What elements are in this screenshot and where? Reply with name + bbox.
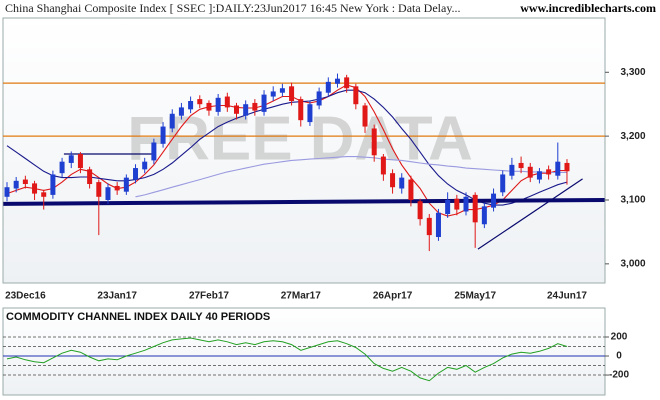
candle-body [178, 107, 184, 116]
x-tick-label: 25May17 [454, 291, 496, 302]
y-tick-label: 200 [611, 332, 628, 343]
candle-body [371, 128, 377, 156]
candle-body [4, 187, 10, 197]
x-tick-label: 27Feb17 [189, 291, 229, 302]
plot-area [3, 73, 605, 252]
plot-area [3, 336, 605, 382]
candle-body [362, 105, 368, 127]
candle-body [527, 166, 533, 178]
candle-body [279, 88, 285, 93]
cci-title: COMMODITY CHANNEL INDEX DAILY 40 PERIODS [6, 311, 270, 323]
candle-body [32, 183, 38, 194]
candle-body [344, 77, 350, 89]
candle-body [445, 199, 451, 215]
candle-body [50, 174, 56, 195]
candle-body [215, 97, 221, 112]
candle-body [316, 91, 322, 106]
y-tick-label: 3,200 [620, 131, 645, 142]
candle-body [435, 212, 441, 238]
candle-body [13, 180, 19, 189]
candle-body [555, 161, 561, 176]
header-site: www.incrediblecharts.com [520, 1, 656, 15]
x-tick-label: 24Jun17 [547, 291, 587, 302]
moving-average [135, 156, 567, 198]
candle-body [417, 201, 423, 220]
candle-body [59, 161, 65, 174]
candle-body [334, 78, 340, 84]
candle-body [289, 86, 295, 102]
candle-body [564, 162, 570, 172]
candle-body [270, 91, 276, 97]
candle-body [353, 86, 359, 105]
candle-body [188, 101, 194, 110]
trend-line [3, 197, 605, 206]
header-title: China Shanghai Composite Index [ SSEC ]:… [5, 1, 461, 15]
candle-body [546, 169, 552, 175]
candle-body [307, 104, 313, 123]
x-tick-label: 27Mar17 [281, 291, 321, 302]
y-tick-label: 3,100 [620, 195, 645, 206]
y-tick-label: -200 [609, 370, 629, 381]
candle-body [96, 182, 102, 197]
candle-body [22, 179, 28, 185]
candle-body [399, 177, 405, 189]
candle-body [408, 179, 414, 200]
candle-body [518, 162, 524, 169]
candle-body [390, 173, 396, 188]
candle-body [77, 154, 83, 169]
candle-body [169, 113, 175, 129]
candle-body [160, 126, 166, 144]
candle-body [325, 81, 331, 93]
candle-body [41, 192, 47, 197]
candle-body [536, 171, 542, 180]
cci-line [6, 337, 568, 382]
candle-body [123, 177, 129, 192]
candle-body [87, 169, 93, 185]
candle-body [224, 96, 230, 108]
candle-body [243, 104, 249, 116]
candle-body [105, 187, 111, 200]
candle-body [151, 142, 157, 161]
candle-body [234, 105, 239, 114]
x-tick-label: 23Jan17 [97, 291, 137, 302]
candle-body [133, 168, 139, 180]
trend-line [477, 178, 583, 250]
candle-body [472, 194, 478, 223]
candle-body [197, 99, 203, 105]
candle-body [426, 217, 432, 236]
x-tick-label: 23Dec16 [5, 291, 46, 302]
candle-body [252, 102, 258, 111]
candle-body [380, 156, 386, 175]
x-tick-label: 26Apr17 [373, 291, 413, 302]
candle-body [481, 206, 487, 225]
candle-body [68, 155, 74, 163]
candle-body [114, 185, 120, 191]
cci-panel [2, 307, 606, 396]
price-panel [2, 17, 606, 284]
candle-body [463, 196, 469, 212]
candle-body [206, 102, 212, 111]
candle-body [142, 161, 148, 170]
y-tick-label: 3,300 [620, 67, 645, 78]
candle-body [500, 174, 506, 193]
y-tick-label: 0 [616, 351, 622, 362]
candle-body [298, 99, 304, 121]
candle-body [491, 193, 497, 208]
candle-body [261, 94, 267, 112]
y-tick-label: 3,000 [620, 258, 645, 269]
candle-body [454, 198, 460, 210]
candle-body [509, 164, 515, 176]
